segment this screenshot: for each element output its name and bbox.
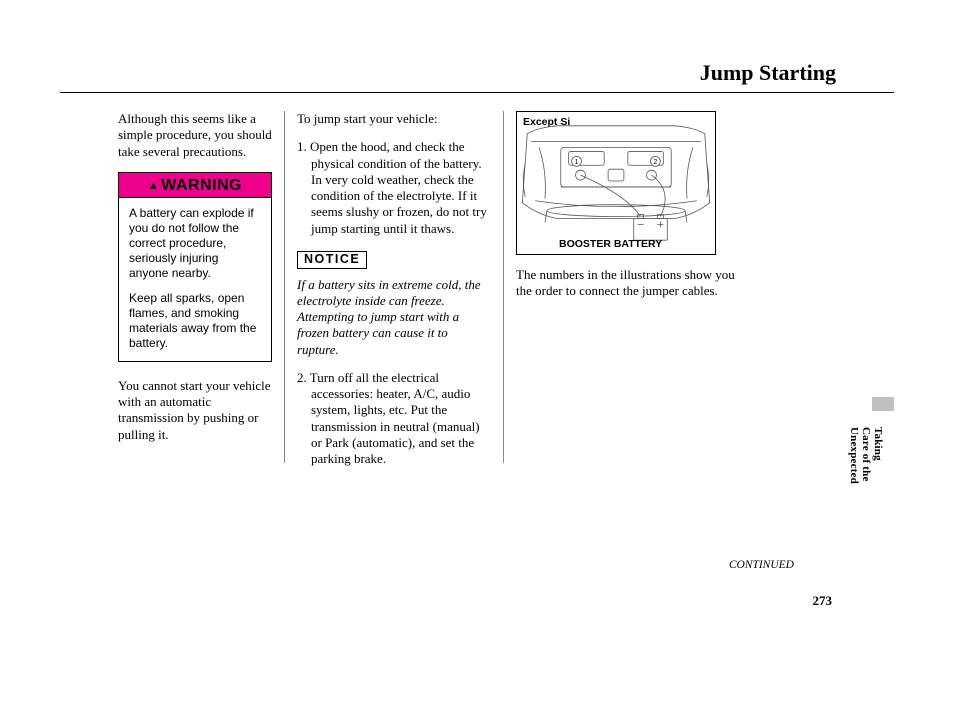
section-label: Taking Care of the Unexpected	[848, 427, 884, 484]
page-title: Jump Starting	[60, 60, 894, 86]
continued-label: CONTINUED	[729, 559, 794, 571]
figure-caption: The numbers in the illustrations show yo…	[516, 267, 738, 300]
figure-label-bottom: BOOSTER BATTERY	[559, 238, 662, 250]
step-2: 2. Turn off all the electrical accessori…	[297, 370, 491, 468]
warning-header-text: WARNING	[161, 177, 242, 194]
intro-paragraph: Although this seems like a simple proced…	[118, 111, 272, 160]
warning-body: A battery can explode if you do not foll…	[119, 198, 271, 361]
svg-text:2: 2	[654, 159, 658, 166]
title-row: Jump Starting	[60, 60, 894, 93]
step-1: 1. Open the hood, and check the physical…	[297, 139, 491, 237]
step-2-text: Turn off all the electrical accessories:…	[310, 370, 480, 466]
engine-bay-svg: 1 2	[517, 112, 715, 254]
warning-box: ▲WARNING A battery can explode if you do…	[118, 172, 272, 362]
svg-text:1: 1	[575, 159, 579, 166]
step-list: 1. Open the hood, and check the physical…	[297, 139, 491, 237]
engine-bay-figure: Except Si	[516, 111, 716, 255]
notice-label: NOTICE	[297, 251, 367, 269]
auto-trans-note: You cannot start your vehicle with an au…	[118, 378, 272, 443]
warning-p1: A battery can explode if you do not foll…	[129, 206, 261, 281]
column-2: To jump start your vehicle: 1. Open the …	[285, 111, 503, 479]
column-1: Although this seems like a simple proced…	[60, 111, 284, 479]
step-list-2: 2. Turn off all the electrical accessori…	[297, 370, 491, 468]
manual-page: Jump Starting Although this seems like a…	[60, 60, 894, 479]
warning-header: ▲WARNING	[119, 173, 271, 198]
step-1-num: 1.	[297, 139, 307, 154]
lead-paragraph: To jump start your vehicle:	[297, 111, 491, 127]
notice-body: If a battery sits in extreme cold, the e…	[297, 277, 491, 358]
section-tab	[872, 397, 894, 411]
column-3: Except Si	[504, 111, 738, 479]
warning-triangle-icon: ▲	[148, 180, 159, 192]
page-number: 273	[813, 593, 833, 609]
step-1-text: Open the hood, and check the physical co…	[310, 139, 487, 235]
step-2-num: 2.	[297, 370, 307, 385]
columns: Although this seems like a simple proced…	[60, 111, 894, 479]
warning-p2: Keep all sparks, open flames, and smokin…	[129, 291, 261, 351]
